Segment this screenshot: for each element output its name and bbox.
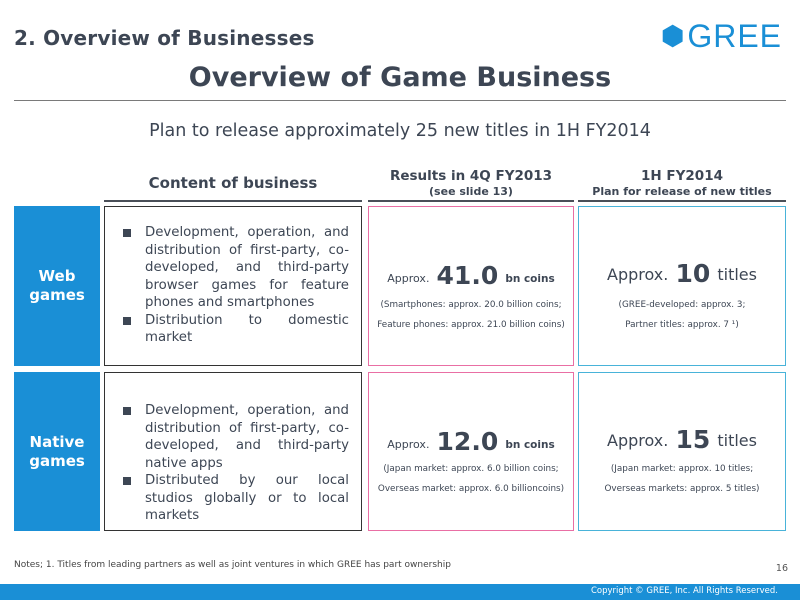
logo-text: GREE	[687, 18, 782, 54]
row-label-line1: Web	[38, 267, 76, 285]
metric-value: 12.0	[436, 427, 499, 456]
gree-logo: GREE	[662, 18, 782, 54]
native-games-results-detail: (Japan market: approx. 6.0 billion coins…	[369, 459, 573, 499]
metric-unit: bn coins	[505, 273, 555, 285]
detail-line2: Overseas market: approx. 6.0 billioncoin…	[377, 484, 565, 494]
metric-value: 41.0	[436, 261, 499, 290]
row-label-native-games: Native games	[14, 372, 100, 531]
results-header-line1: Results in 4Q FY2013	[389, 168, 553, 184]
metric-prefix: Approx.	[607, 431, 669, 450]
native-games-plan-detail: (Japan market: approx. 10 titles; Overse…	[579, 459, 785, 499]
list-item: Distribution to domestic market	[119, 312, 349, 347]
page-subtitle: Plan to release approximately 25 new tit…	[149, 121, 651, 141]
page-title: Overview of Game Business	[188, 62, 612, 93]
column-header-results: Results in 4Q FY2013 (see slide 13)	[368, 168, 574, 199]
native-games-content-cell: Development, operation, and distribution…	[104, 372, 362, 531]
results-header-underline	[368, 200, 574, 202]
native-games-results-cell: Approx. 12.0 bn coins (Japan market: app…	[368, 372, 574, 531]
web-games-bullet-list: Development, operation, and distribution…	[119, 224, 349, 347]
metric-prefix: Approx.	[387, 272, 430, 285]
page-number: 16	[775, 563, 788, 574]
hexagon-logo-icon	[662, 24, 683, 48]
native-games-plan-cell: Approx. 15 titles (Japan market: approx.…	[578, 372, 786, 531]
metric-prefix: Approx.	[387, 438, 430, 451]
list-item: Development, operation, and distribution…	[119, 224, 349, 312]
metric-prefix: Approx.	[607, 265, 669, 284]
detail-line2: Overseas markets: approx. 5 titles)	[604, 484, 760, 494]
list-item: Distributed by our local studios globall…	[119, 472, 349, 525]
native-games-results-metric: Approx. 12.0 bn coins	[369, 427, 573, 456]
web-games-content-cell: Development, operation, and distribution…	[104, 206, 362, 366]
detail-line1: (Japan market: approx. 6.0 billion coins…	[383, 464, 559, 474]
detail-line1: (Smartphones: approx. 20.0 billion coins…	[380, 300, 562, 310]
web-games-plan-cell: Approx. 10 titles (GREE-developed: appro…	[578, 206, 786, 366]
detail-line1: (Japan market: approx. 10 titles;	[610, 464, 754, 474]
footer-bar: Copyright © GREE, Inc. All Rights Reserv…	[0, 584, 800, 600]
list-item: Development, operation, and distribution…	[119, 402, 349, 472]
detail-line2: Feature phones: approx. 21.0 billion coi…	[377, 320, 565, 330]
web-games-plan-detail: (GREE-developed: approx. 3; Partner titl…	[579, 295, 785, 335]
detail-line1: (GREE-developed: approx. 3;	[618, 300, 746, 310]
column-header-content: Content of business	[148, 174, 318, 192]
native-games-bullet-list: Development, operation, and distribution…	[119, 402, 349, 525]
metric-unit: bn coins	[505, 439, 555, 451]
row-label-line2: games	[29, 286, 85, 304]
metric-unit: titles	[717, 265, 757, 284]
content-header-underline	[104, 200, 362, 202]
web-games-plan-metric: Approx. 10 titles	[579, 259, 785, 288]
title-divider	[14, 100, 786, 101]
metric-unit: titles	[717, 431, 757, 450]
native-games-plan-metric: Approx. 15 titles	[579, 425, 785, 454]
column-header-plan: 1H FY2014 Plan for release of new titles	[578, 168, 786, 199]
metric-value: 10	[675, 259, 711, 288]
row-label-web-games: Web games	[14, 206, 100, 366]
metric-value: 15	[675, 425, 711, 454]
web-games-results-metric: Approx. 41.0 bn coins	[369, 261, 573, 290]
footnote: Notes; 1. Titles from leading partners a…	[14, 560, 451, 570]
results-header-line2: (see slide 13)	[429, 185, 513, 198]
plan-header-line1: 1H FY2014	[641, 168, 723, 184]
row-label-line2: games	[29, 451, 85, 470]
row-label-line1: Native	[29, 432, 85, 451]
copyright-text: Copyright © GREE, Inc. All Rights Reserv…	[590, 586, 778, 596]
web-games-results-detail: (Smartphones: approx. 20.0 billion coins…	[369, 295, 573, 335]
plan-header-line2: Plan for release of new titles	[592, 185, 772, 198]
web-games-results-cell: Approx. 41.0 bn coins (Smartphones: appr…	[368, 206, 574, 366]
plan-header-underline	[578, 200, 786, 202]
detail-line2: Partner titles: approx. 7 ¹)	[625, 320, 739, 330]
section-title: 2. Overview of Businesses	[14, 26, 315, 50]
